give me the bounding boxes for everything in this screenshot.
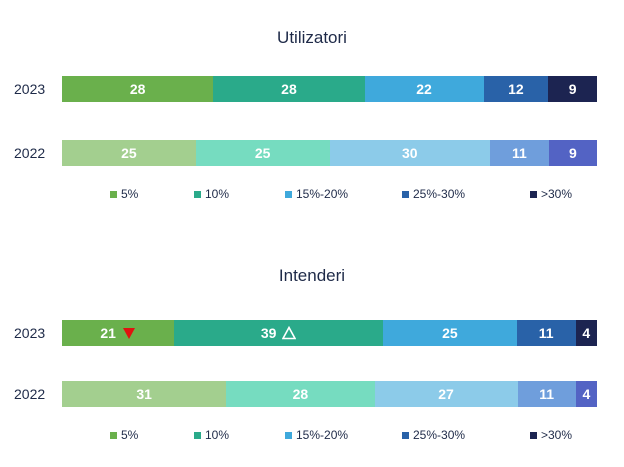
bar-segment: 9: [548, 76, 597, 102]
legend-swatch: [530, 190, 537, 198]
legend: 5% 10% 15%-20% 25%-30% >30%: [0, 428, 624, 444]
legend-item: 25%-30%: [402, 187, 465, 201]
row-label-2023: 2023: [14, 81, 46, 97]
bar-segment: 25: [62, 140, 196, 166]
data-label: 28: [292, 386, 309, 402]
bar-segment: 30: [329, 140, 490, 166]
stacked-bar-2023: 21 39 25 11 4: [62, 320, 597, 346]
legend-swatch: [285, 431, 292, 439]
bar-segment: 28: [62, 76, 214, 102]
up-triangle-outline-icon: [282, 326, 297, 340]
data-label: 28: [129, 81, 146, 97]
legend-item: 10%: [194, 428, 229, 442]
legend-label: 15%-20%: [296, 187, 349, 201]
bar-segment: 11: [490, 140, 549, 166]
data-label: 25: [254, 145, 271, 161]
legend-label: 25%-30%: [413, 428, 466, 442]
chart-title: Utilizatori: [277, 28, 347, 47]
legend-swatch: [530, 431, 537, 439]
data-label: 4: [582, 325, 591, 341]
bar-segment: 25: [382, 320, 517, 346]
data-label: 22: [416, 81, 432, 97]
chart-title: Intenderi: [278, 266, 346, 285]
data-label: 9: [569, 145, 577, 161]
legend-label: >30%: [541, 428, 573, 442]
legend-label: 5%: [121, 428, 139, 442]
data-label: 21: [100, 325, 116, 341]
data-label: 11: [512, 145, 527, 161]
data-label: 28: [281, 81, 297, 97]
stacked-bar-2023: 28 28 22 12 9: [62, 76, 597, 102]
bar-segment: 4: [575, 381, 597, 407]
bar-segment: 28: [213, 76, 365, 102]
legend-item: 5%: [110, 428, 138, 442]
legend-swatch: [110, 431, 117, 439]
down-triangle-red-icon: [122, 328, 135, 339]
legend-label: 15%-20%: [296, 428, 349, 442]
data-label: 12: [508, 81, 524, 97]
legend: 5% 10% 15%-20% 25%-30% >30%: [0, 187, 624, 203]
stacked-bar-2022: 25 25 30 11 9: [62, 140, 597, 166]
legend-swatch: [194, 190, 201, 198]
bar-segment: 9: [548, 140, 597, 166]
legend-label: 5%: [121, 187, 139, 201]
data-label: 39: [260, 325, 277, 341]
stacked-bar-2022: 31 28 27 11 4: [62, 381, 597, 407]
legend-item: 15%-20%: [285, 428, 348, 442]
legend-item: 25%-30%: [402, 428, 465, 442]
bar-segment: 21: [62, 320, 175, 346]
data-label: 30: [401, 145, 418, 161]
data-label: 27: [438, 386, 454, 402]
bar-segment: 4: [575, 320, 597, 346]
bar-segment: 11: [517, 381, 576, 407]
bar-segment: 22: [364, 76, 484, 102]
bar-segment: 12: [483, 76, 549, 102]
legend-swatch: [194, 431, 201, 439]
legend-label: 25%-30%: [413, 187, 466, 201]
bar-segment: 31: [62, 381, 227, 407]
legend-swatch: [402, 431, 409, 439]
legend-item: >30%: [530, 428, 572, 442]
data-label: 25: [121, 145, 137, 161]
data-label: 11: [539, 386, 555, 402]
bar-segment: 27: [374, 381, 518, 407]
row-label-2022: 2022: [14, 386, 46, 402]
legend-swatch: [285, 190, 292, 198]
row-label-2022: 2022: [14, 145, 46, 161]
legend-label: 10%: [205, 187, 230, 201]
data-label: 4: [582, 386, 591, 402]
legend-swatch: [402, 190, 409, 198]
legend-item: 5%: [110, 187, 138, 201]
bar-segment: 25: [195, 140, 330, 166]
row-label-2023: 2023: [14, 325, 46, 341]
bar-segment: 39: [174, 320, 383, 346]
legend-swatch: [110, 190, 117, 198]
legend-item: >30%: [530, 187, 572, 201]
legend-item: 10%: [194, 187, 229, 201]
legend-label: 10%: [205, 428, 230, 442]
bar-segment: 28: [226, 381, 375, 407]
legend-item: 15%-20%: [285, 187, 348, 201]
legend-label: >30%: [541, 187, 573, 201]
data-label: 11: [538, 325, 554, 341]
data-label: 9: [568, 81, 577, 97]
bar-segment: 11: [516, 320, 576, 346]
data-label: 31: [136, 386, 152, 402]
data-label: 25: [442, 325, 458, 341]
